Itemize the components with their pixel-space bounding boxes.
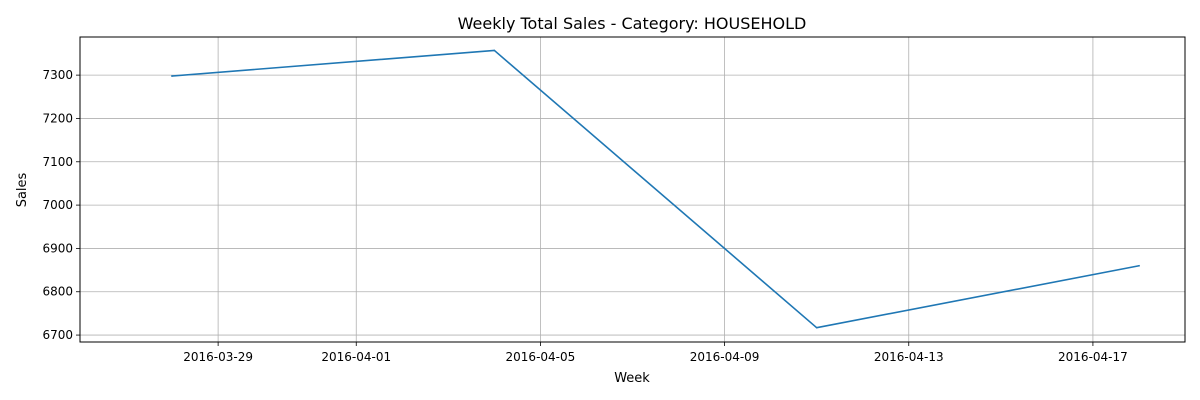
x-tick-label: 2016-04-05 <box>506 350 576 364</box>
y-tick-label: 6700 <box>42 328 73 342</box>
y-tick-label: 7200 <box>42 111 73 125</box>
y-tick-label: 6900 <box>42 241 73 255</box>
x-tick-label: 2016-04-13 <box>874 350 944 364</box>
x-tick-label: 2016-04-17 <box>1058 350 1128 364</box>
y-tick-label: 6800 <box>42 285 73 299</box>
data-point <box>171 75 173 77</box>
y-tick-label: 7000 <box>42 198 73 212</box>
x-axis-label: Week <box>614 371 650 386</box>
data-point <box>815 326 818 329</box>
y-tick-label: 7300 <box>42 68 73 82</box>
chart-title: Weekly Total Sales - Category: HOUSEHOLD <box>458 14 807 33</box>
y-axis-label: Sales <box>15 172 30 207</box>
x-tick-label: 2016-03-29 <box>183 350 253 364</box>
data-point <box>1138 264 1140 267</box>
grid-lines <box>80 37 1185 342</box>
y-tick-label: 7100 <box>42 155 73 169</box>
data-point <box>493 49 496 52</box>
x-tick-label: 2016-04-01 <box>321 350 391 364</box>
x-tick-label: 2016-04-09 <box>690 350 760 364</box>
plot-frame <box>79 36 1186 343</box>
series-group <box>171 49 1140 329</box>
y-axis-ticks: 6700 6800 6900 7000 7100 7200 7300 <box>42 68 80 342</box>
series-line-0 <box>171 49 1140 329</box>
x-axis-ticks: 2016-03-29 2016-04-01 2016-04-05 2016-04-09… <box>183 342 1128 364</box>
